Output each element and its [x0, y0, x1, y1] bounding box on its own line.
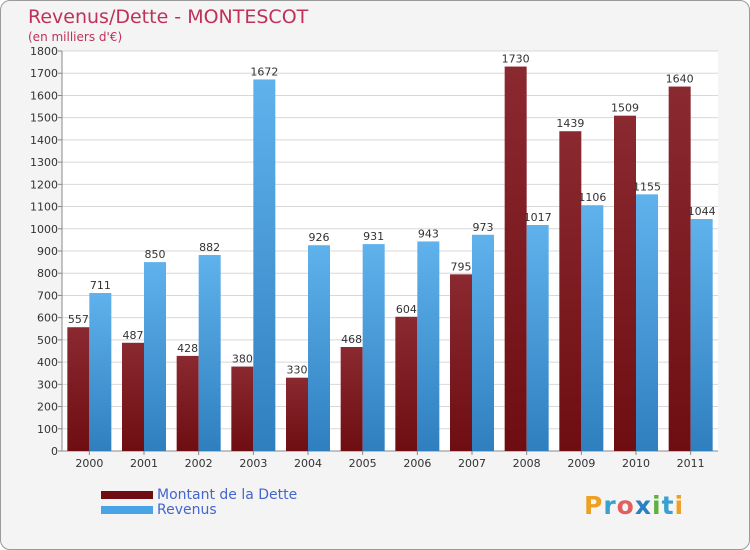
data-label-dette: 795 [451, 260, 472, 273]
data-label-dette: 604 [396, 303, 417, 316]
bar-dette [340, 347, 363, 451]
y-tick-label: 1600 [30, 89, 58, 102]
legend-swatch-dette [101, 490, 153, 499]
x-tick-label: 2010 [622, 457, 650, 470]
bar-dette [504, 66, 527, 452]
data-label-revenus: 711 [90, 279, 111, 292]
x-tick-label: 2011 [677, 457, 705, 470]
data-label-dette: 1439 [556, 117, 584, 130]
bar-revenus [690, 219, 713, 451]
data-label-revenus: 1106 [578, 191, 606, 204]
legend-item-dette: Montant de la Dette [101, 486, 298, 503]
data-label-dette: 380 [232, 353, 253, 366]
bar-dette [668, 86, 691, 452]
legend-label-dette: Montant de la Dette [157, 486, 298, 503]
y-tick-label: 200 [37, 401, 58, 414]
bar-revenus [144, 262, 166, 451]
data-label-revenus: 943 [418, 227, 439, 240]
bar-dette [559, 131, 582, 451]
y-tick-label: 1000 [30, 223, 58, 236]
x-tick-label: 2009 [567, 457, 595, 470]
y-tick-label: 500 [37, 334, 58, 347]
bar-dette [176, 355, 199, 451]
data-label-dette: 487 [123, 329, 144, 342]
bar-dette [67, 327, 90, 451]
x-tick-label: 2007 [458, 457, 486, 470]
y-tick-label: 700 [37, 289, 58, 302]
bar-revenus [253, 79, 276, 451]
data-label-dette: 1509 [611, 102, 639, 115]
legend: Montant de la Dette Revenus [101, 486, 298, 518]
legend-swatch-revenus [101, 505, 153, 514]
bar-dette [286, 377, 308, 451]
data-label-revenus: 1044 [688, 205, 716, 218]
bar-dette [231, 366, 254, 451]
bar-revenus [472, 234, 494, 451]
chart-subtitle: (en milliers d'€) [28, 30, 123, 44]
y-tick-label: 1500 [30, 112, 58, 125]
bar-revenus [362, 244, 385, 451]
y-tick-label: 1800 [30, 45, 58, 58]
data-label-dette: 428 [177, 342, 198, 355]
data-label-revenus: 931 [363, 230, 384, 243]
data-label-dette: 330 [287, 364, 308, 377]
x-tick-label: 2001 [130, 457, 158, 470]
data-label-revenus: 926 [309, 231, 330, 244]
x-tick-label: 2008 [513, 457, 541, 470]
data-label-dette: 1730 [502, 53, 530, 66]
data-label-dette: 468 [341, 333, 362, 346]
bar-revenus [581, 205, 604, 451]
y-tick-label: 1400 [30, 134, 58, 147]
x-tick-label: 2004 [294, 457, 322, 470]
x-tick-label: 2006 [403, 457, 431, 470]
legend-item-revenus: Revenus [101, 501, 297, 518]
bar-revenus [417, 241, 440, 451]
data-label-revenus: 1017 [524, 211, 552, 224]
data-label-revenus: 1155 [633, 180, 661, 193]
x-tick-label: 2002 [185, 457, 213, 470]
y-tick-label: 1200 [30, 178, 58, 191]
data-label-revenus: 850 [145, 248, 166, 261]
data-label-dette: 557 [68, 313, 89, 326]
bar-dette [395, 316, 418, 451]
x-tick-label: 2003 [239, 457, 267, 470]
y-tick-label: 1300 [30, 156, 58, 169]
chart-title: Revenus/Dette - MONTESCOT [28, 6, 309, 28]
bar-revenus [526, 225, 549, 451]
legend-label-revenus: Revenus [157, 501, 217, 518]
data-label-revenus: 882 [199, 241, 220, 254]
x-tick-label: 2005 [349, 457, 377, 470]
y-tick-label: 100 [37, 423, 58, 436]
data-label-revenus: 973 [473, 221, 494, 234]
bar-revenus [308, 245, 330, 451]
bar-dette [450, 274, 472, 451]
bar-dette [614, 115, 636, 452]
proxiti-logo: Proxiti [584, 491, 685, 520]
bar-revenus [636, 194, 658, 452]
bar-revenus [89, 293, 112, 451]
y-tick-label: 600 [37, 312, 58, 325]
y-tick-label: 300 [37, 378, 58, 391]
data-label-revenus: 1672 [250, 65, 278, 78]
y-tick-label: 800 [37, 267, 58, 280]
y-tick-label: 0 [51, 445, 58, 458]
y-tick-label: 900 [37, 245, 58, 258]
bar-revenus [198, 255, 221, 451]
y-tick-label: 400 [37, 356, 58, 369]
data-label-dette: 1640 [666, 73, 694, 86]
y-tick-label: 1100 [30, 201, 58, 214]
bar-dette [122, 342, 144, 451]
x-tick-label: 2000 [75, 457, 103, 470]
y-tick-label: 1700 [30, 67, 58, 80]
